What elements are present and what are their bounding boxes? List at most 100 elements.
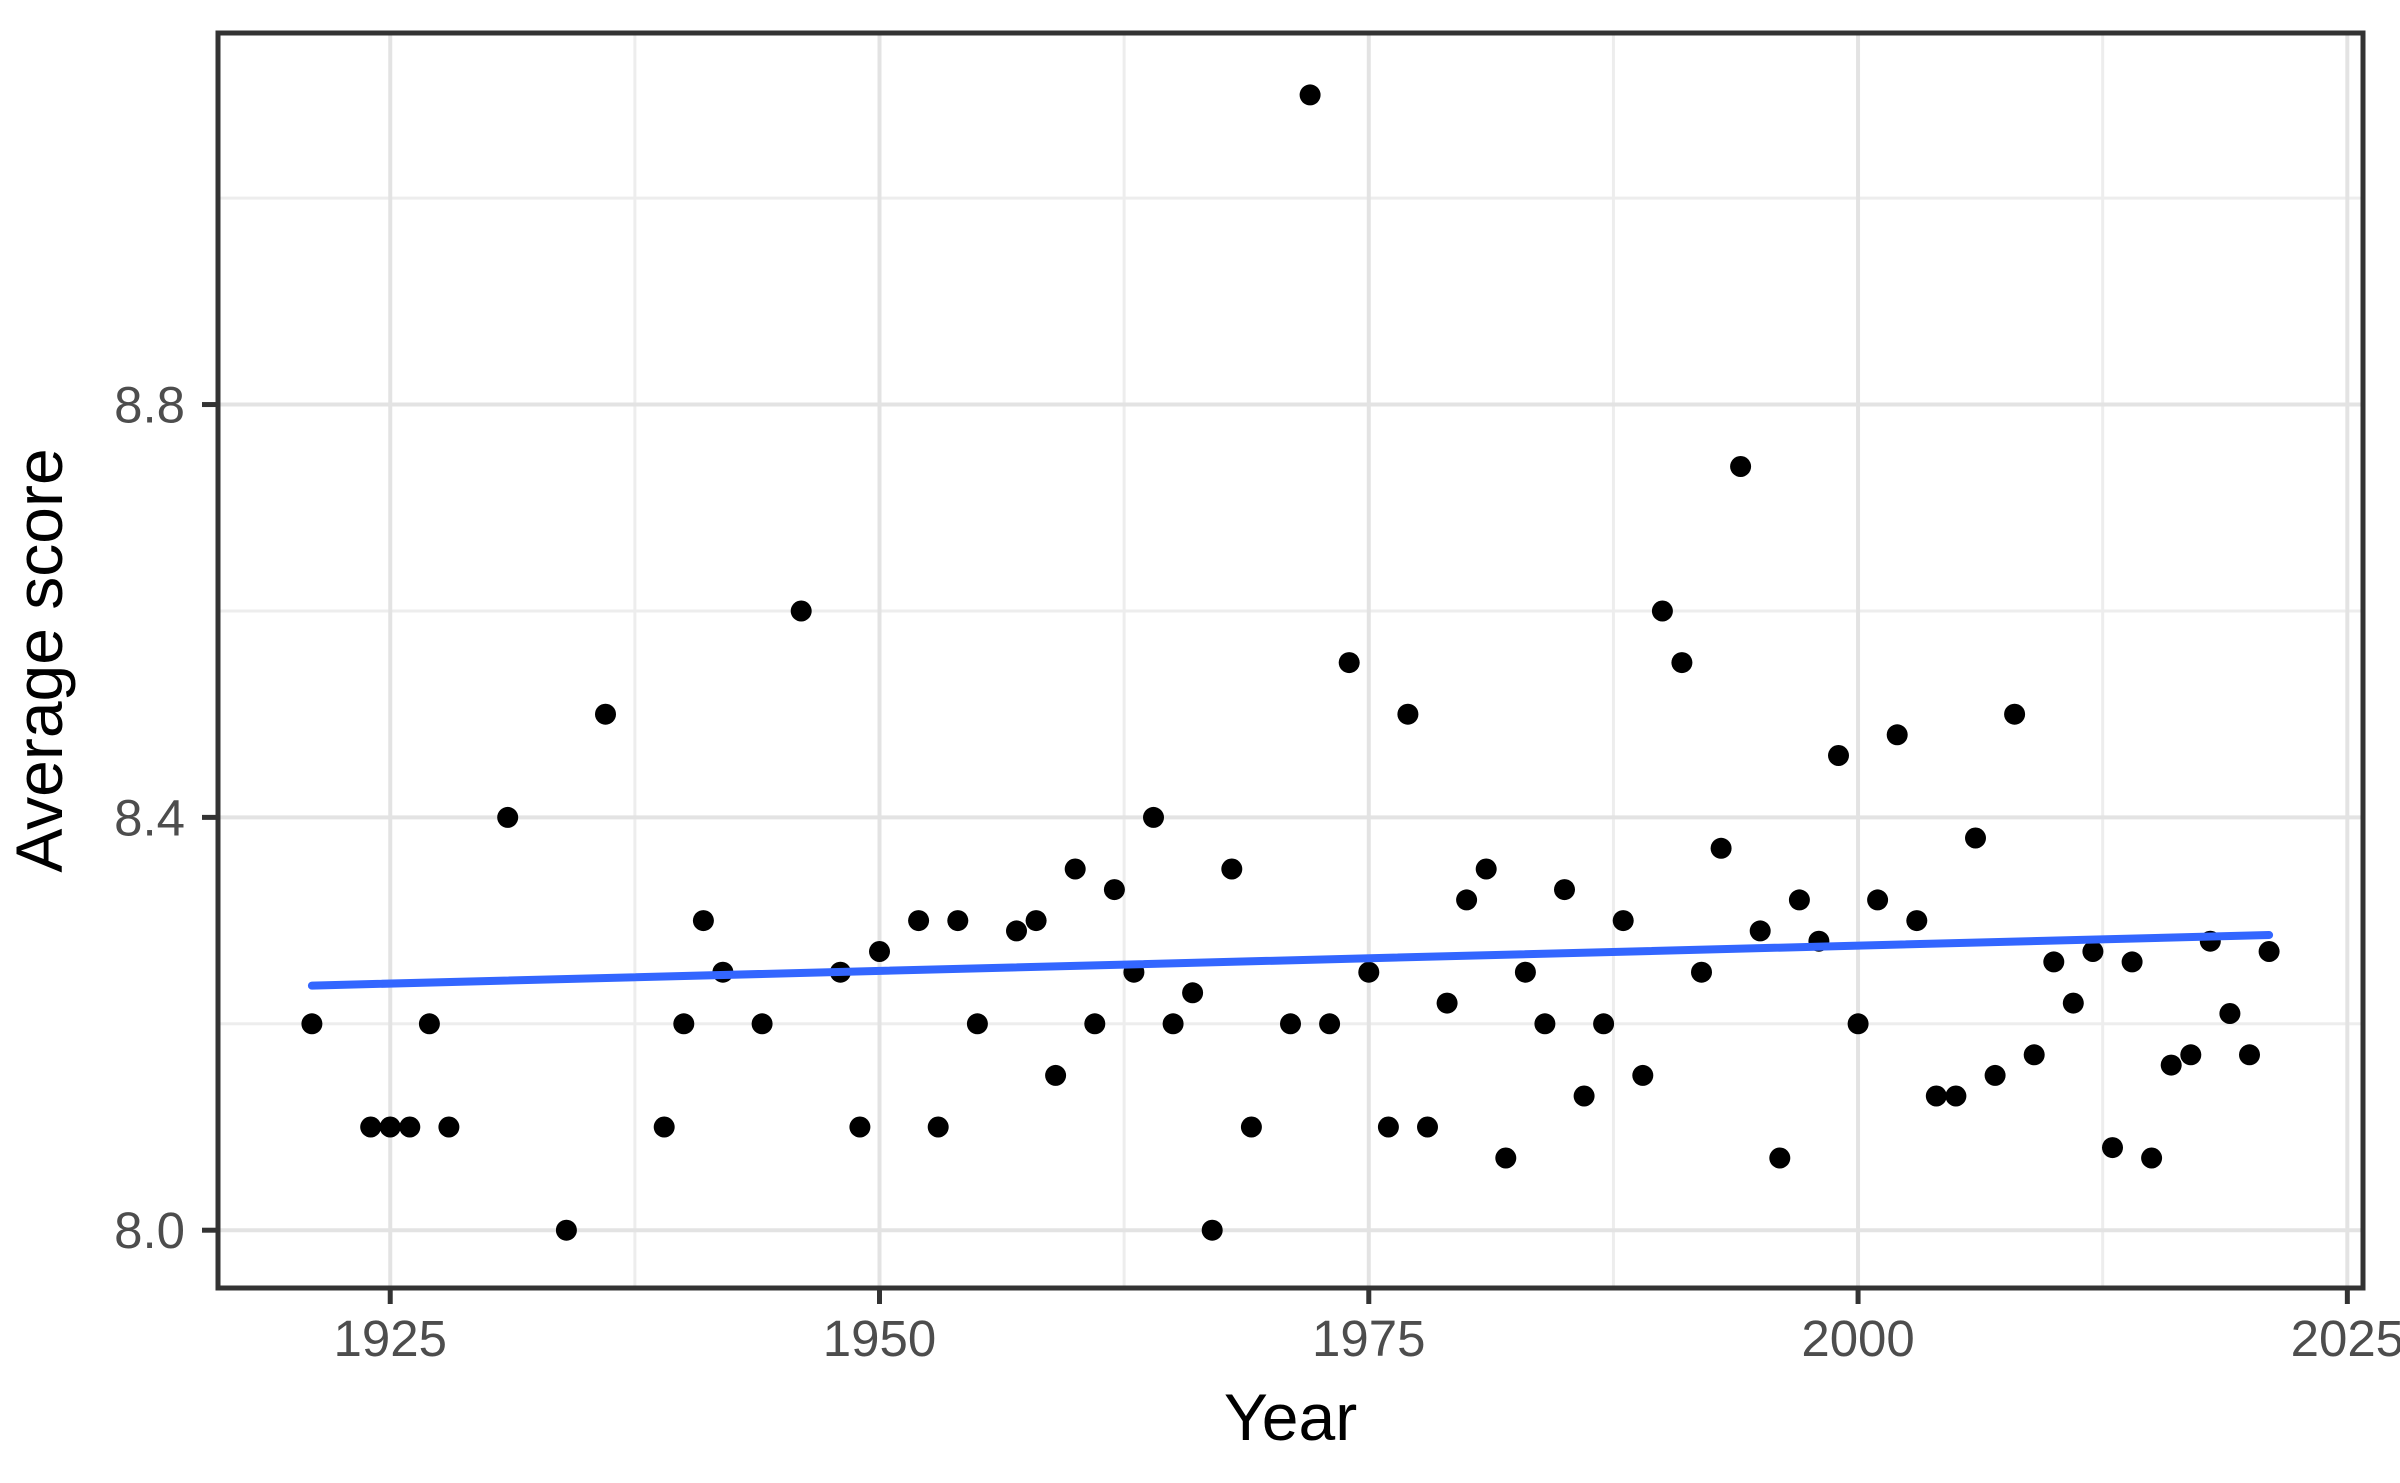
data-point [1377, 1116, 1399, 1138]
data-point [418, 1013, 440, 1035]
x-tick-label: 1950 [823, 1310, 936, 1367]
data-point [1025, 910, 1047, 932]
data-point [1534, 1013, 1556, 1035]
data-point [301, 1013, 323, 1035]
data-point [2239, 1044, 2260, 1066]
data-point [1103, 879, 1125, 901]
data-point [653, 1116, 675, 1138]
data-point [1925, 1085, 1947, 1107]
data-point [1240, 1116, 1262, 1138]
data-point [1084, 1013, 1106, 1035]
data-point [1788, 889, 1810, 911]
data-point [2180, 1044, 2202, 1066]
x-tick-label: 1925 [333, 1310, 446, 1367]
data-point [1906, 910, 1928, 932]
data-point [1417, 1116, 1438, 1138]
data-point [1045, 1064, 1067, 1086]
data-point [2082, 941, 2104, 962]
data-point [1749, 920, 1771, 942]
data-point [2141, 1147, 2163, 1169]
data-point [1064, 858, 1086, 880]
data-point [1671, 652, 1693, 674]
x-tick-label: 1975 [1312, 1310, 1425, 1367]
data-point [1984, 1064, 2006, 1086]
data-point [673, 1013, 695, 1035]
data-point [2160, 1054, 2182, 1076]
data-point [1828, 745, 1849, 766]
panel-border [215, 30, 2366, 1291]
y-tick-label: 8.4 [114, 789, 185, 846]
y-axis-title: Average score [2, 448, 76, 872]
data-point [869, 941, 890, 962]
data-point [1965, 827, 1986, 849]
data-point [2062, 992, 2084, 1014]
data-point [1554, 879, 1575, 901]
data-point [1651, 600, 1673, 622]
data-point [1319, 1013, 1341, 1035]
data-point [1945, 1085, 1967, 1107]
data-point [1495, 1147, 1517, 1169]
data-point [947, 910, 969, 932]
data-point [1867, 889, 1889, 911]
y-tick-labels: 8.0 8.4 8.8 [114, 377, 185, 1260]
data-point [751, 1013, 773, 1035]
data-point [2043, 951, 2065, 973]
data-point [1299, 84, 1321, 106]
data-point [1436, 992, 1458, 1014]
data-point [1143, 806, 1164, 828]
y-tick-label: 8.8 [114, 377, 185, 434]
data-point [399, 1116, 421, 1138]
data-point [1730, 456, 1752, 477]
data-point [1475, 858, 1497, 880]
data-point [2004, 703, 2026, 725]
data-point [1006, 920, 1027, 942]
data-point [1182, 982, 1204, 1004]
x-tick-label: 2025 [2291, 1310, 2400, 1367]
y-tick-label: 8.0 [114, 1202, 185, 1259]
data-point [1769, 1147, 1791, 1169]
x-tick-label: 2000 [1801, 1310, 1914, 1367]
data-point [1612, 910, 1634, 932]
data-point [1162, 1013, 1184, 1035]
data-point [497, 806, 519, 828]
data-point [1593, 1013, 1615, 1035]
data-point [360, 1116, 382, 1138]
data-point [2258, 941, 2280, 962]
data-point [2023, 1044, 2045, 1066]
data-point [692, 910, 714, 932]
x-axis-title: Year [1224, 1380, 1357, 1454]
data-point [790, 600, 812, 622]
data-point [1710, 837, 1732, 859]
data-point [1573, 1085, 1595, 1107]
data-point [2219, 1003, 2241, 1024]
data-point [1514, 961, 1536, 983]
data-point [1691, 961, 1712, 983]
data-point [1280, 1013, 1301, 1035]
data-point [1358, 961, 1380, 983]
major-gridlines [218, 33, 2363, 1288]
data-point [379, 1116, 401, 1138]
data-point [927, 1116, 949, 1138]
data-point [908, 910, 930, 932]
plot-panel [218, 33, 2363, 1288]
data-point [595, 703, 616, 725]
data-point [438, 1116, 460, 1138]
data-point [1886, 724, 1908, 746]
data-point [555, 1219, 577, 1241]
trend-line [307, 931, 2274, 990]
data-point [2121, 951, 2143, 973]
data-point [1456, 889, 1478, 911]
data-point [2102, 1137, 2123, 1159]
data-point [1338, 652, 1360, 674]
data-point [1397, 703, 1419, 725]
axis-ticks [202, 402, 2350, 1304]
data-point [966, 1013, 988, 1035]
data-point [1221, 858, 1243, 880]
data-point [849, 1116, 871, 1138]
x-tick-labels: 1925 1950 1975 2000 2025 [333, 1310, 2400, 1367]
data-point [1632, 1064, 1654, 1086]
data-point [1201, 1219, 1223, 1241]
data-point [1847, 1013, 1869, 1035]
